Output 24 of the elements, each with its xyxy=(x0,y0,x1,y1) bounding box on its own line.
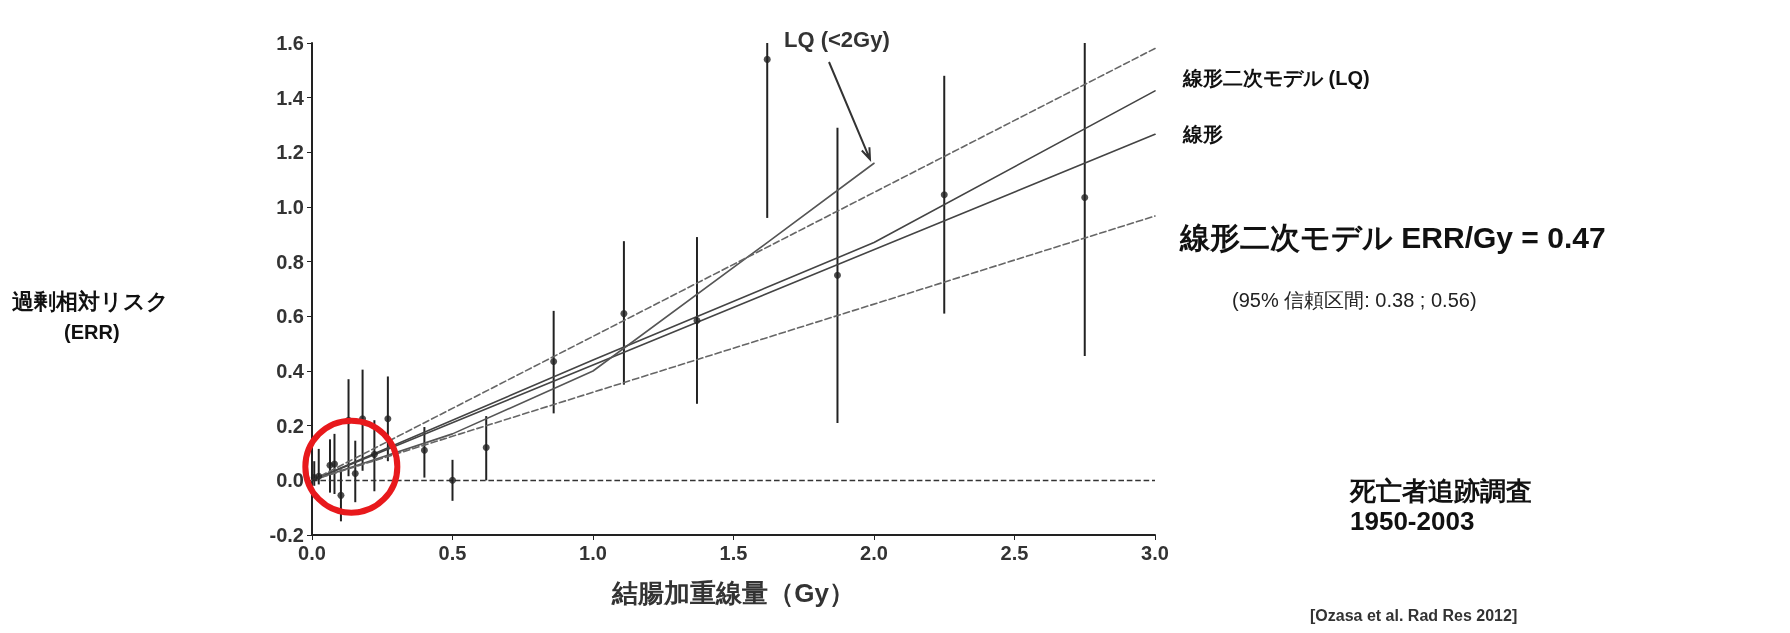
text: 死亡者追跡調査 1950-2003 xyxy=(1349,476,1532,536)
x-tick-label: 0.5 xyxy=(438,542,467,564)
series-label: 線形 xyxy=(1182,123,1223,146)
x-tick-label: 2.5 xyxy=(1000,542,1029,564)
x-tick-label: 1.5 xyxy=(719,542,748,564)
y-tick-label: 0.4 xyxy=(276,360,305,382)
y-tick-label: 1.0 xyxy=(276,196,304,218)
x-axis-title: 結腸加重線量（Gy） xyxy=(611,578,855,608)
y-tick-label: 1.6 xyxy=(276,32,304,54)
text: [Ozasa et al. Rad Res 2012] xyxy=(1310,606,1518,624)
x-tick-label: 1.0 xyxy=(579,542,607,564)
annotation: LQ (<2Gy) xyxy=(784,26,890,52)
x-tick-label: 2.0 xyxy=(860,542,888,564)
y-tick-label: 0.6 xyxy=(276,305,304,328)
y-tick-label: 0.0 xyxy=(276,469,304,492)
y-tick-label: 0.2 xyxy=(276,414,304,437)
y-tick-label: 1.2 xyxy=(276,141,304,164)
text: 線形二次モデル ERR/Gy = 0.47 xyxy=(1179,220,1606,254)
text: (95% 信頼区間: 0.38 ; 0.56) xyxy=(1232,289,1477,311)
y-tick-label: 0.8 xyxy=(276,250,304,273)
y-axis-title: 過剰相対リスク (ERR) xyxy=(12,288,169,343)
y-tick-label: 1.4 xyxy=(276,86,305,109)
series-label: 線形二次モデル (LQ) xyxy=(1182,66,1370,89)
x-tick-label: 3.0 xyxy=(1141,542,1169,564)
